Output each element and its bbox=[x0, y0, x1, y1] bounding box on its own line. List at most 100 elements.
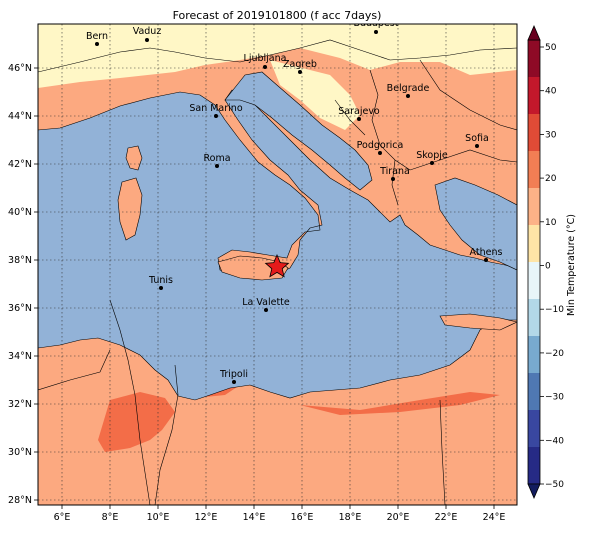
svg-text:Tirana: Tirana bbox=[379, 166, 410, 177]
svg-text:Podgorica: Podgorica bbox=[357, 140, 404, 151]
city-ljubljana: Ljubljana bbox=[244, 53, 287, 69]
colorbar-segments bbox=[528, 40, 540, 485]
y-tick-label: 30°N bbox=[8, 447, 32, 458]
colorbar-tick-label: 0 bbox=[545, 262, 551, 272]
x-tick-label: 10°E bbox=[147, 512, 170, 523]
colorbar-segment bbox=[528, 225, 540, 263]
city-zagreb: Zagreb bbox=[283, 59, 317, 74]
colorbar-tick-label: −50 bbox=[545, 480, 564, 490]
colorbar-segment bbox=[528, 77, 540, 115]
x-tick-label: 14°E bbox=[243, 512, 266, 523]
city-roma: Roma bbox=[203, 153, 231, 168]
svg-text:San Marino: San Marino bbox=[189, 103, 242, 114]
city-bern: Bern bbox=[86, 31, 108, 46]
map-title: Forecast of 2019101800 (f acc 7days) bbox=[173, 9, 382, 22]
map-frame bbox=[37, 23, 518, 506]
x-tick-label: 18°E bbox=[339, 512, 362, 523]
colorbar-tick-label: 50 bbox=[545, 43, 557, 53]
sea-mediterranean bbox=[38, 89, 517, 401]
x-tick-label: 22°E bbox=[435, 512, 458, 523]
colorbar-label: Min Temperature (°C) bbox=[566, 214, 577, 316]
colorbar-bottom-arrow bbox=[527, 483, 541, 500]
colorbar-segment bbox=[528, 410, 540, 448]
colorbar-segment bbox=[528, 373, 540, 411]
location-star-icon bbox=[264, 253, 290, 278]
colorbar-segment bbox=[528, 262, 540, 300]
colorbar-top-arrow bbox=[527, 24, 541, 41]
y-tick-label: 34°N bbox=[8, 351, 32, 362]
colorbar-tick-label: −30 bbox=[545, 393, 564, 403]
y-tick-label: 40°N bbox=[8, 207, 32, 218]
x-tick-label: 12°E bbox=[195, 512, 218, 523]
city-podgorica: Podgorica bbox=[357, 140, 404, 155]
colorbar-segment bbox=[528, 188, 540, 226]
map-area: Bern Vaduz Budapest Ljubljana Zagreb Bel… bbox=[38, 18, 517, 505]
city-skopje: Skopje bbox=[416, 150, 448, 165]
x-tick-label: 16°E bbox=[291, 512, 314, 523]
island-sardinia bbox=[117, 177, 143, 241]
svg-text:Sofia: Sofia bbox=[465, 133, 489, 144]
colorbar-tick-label: 40 bbox=[545, 87, 557, 97]
svg-text:Athens: Athens bbox=[470, 247, 503, 258]
colorbar-segment bbox=[528, 40, 540, 78]
colorbar: 50 40 30 20 10 0 −10 −20 −30 −40 −50 Min Temperatu… bbox=[527, 24, 577, 500]
svg-text:Vaduz: Vaduz bbox=[133, 26, 162, 37]
city-tirana: Tirana bbox=[379, 166, 410, 181]
svg-text:Ljubljana: Ljubljana bbox=[244, 53, 287, 64]
svg-text:Tripoli: Tripoli bbox=[219, 369, 248, 380]
y-tick-label: 42°N bbox=[8, 159, 32, 170]
city-athens: Athens bbox=[470, 247, 503, 262]
city-budapest: Budapest bbox=[354, 18, 399, 34]
svg-text:Sarajevo: Sarajevo bbox=[338, 106, 380, 117]
city-tunis: Tunis bbox=[148, 275, 173, 290]
sea-aegean bbox=[434, 177, 517, 271]
colorbar-segment bbox=[528, 336, 540, 374]
colorbar-segment bbox=[528, 151, 540, 189]
mild-zone-balkans bbox=[270, 60, 360, 130]
y-tick-label: 38°N bbox=[8, 255, 32, 266]
svg-text:Zagreb: Zagreb bbox=[283, 59, 317, 70]
svg-text:Skopje: Skopje bbox=[416, 150, 448, 161]
city-vaduz: Vaduz bbox=[133, 26, 162, 42]
y-tick-label: 46°N bbox=[8, 63, 32, 74]
y-tick-label: 32°N bbox=[8, 399, 32, 410]
city-sofia: Sofia bbox=[465, 133, 489, 148]
svg-text:La Valette: La Valette bbox=[242, 297, 290, 308]
colorbar-tick-label: −20 bbox=[545, 349, 564, 359]
island-crete bbox=[439, 313, 517, 331]
y-tick-label: 36°N bbox=[8, 303, 32, 314]
y-tick-label: 28°N bbox=[8, 495, 32, 506]
colorbar-segment bbox=[528, 114, 540, 152]
city-la-valette: La Valette bbox=[242, 297, 290, 312]
city-markers: Bern Vaduz Budapest Ljubljana Zagreb Bel… bbox=[86, 18, 503, 384]
sea-adriatic bbox=[224, 71, 373, 191]
colorbar-tick-label: 10 bbox=[545, 218, 557, 228]
graticule bbox=[38, 24, 517, 505]
colorbar-segment bbox=[528, 447, 540, 485]
svg-text:Budapest: Budapest bbox=[354, 18, 399, 29]
svg-text:Bern: Bern bbox=[86, 31, 108, 42]
svg-text:Tunis: Tunis bbox=[148, 275, 173, 286]
city-san-marino: San Marino bbox=[189, 103, 243, 118]
city-sarajevo: Sarajevo bbox=[338, 106, 380, 121]
hot-zone-libya bbox=[98, 392, 175, 452]
x-tick-label: 8°E bbox=[102, 512, 119, 523]
svg-text:Belgrade: Belgrade bbox=[387, 83, 430, 94]
colorbar-tick-label: 30 bbox=[545, 130, 557, 140]
y-axis: 46°N 44°N 42°N 40°N 38°N 36°N 34°N 32°N … bbox=[8, 63, 38, 506]
city-belgrade: Belgrade bbox=[387, 83, 430, 98]
colorbar-tick-label: 20 bbox=[545, 174, 557, 184]
y-tick-label: 44°N bbox=[8, 111, 32, 122]
x-tick-label: 24°E bbox=[483, 512, 506, 523]
x-tick-label: 6°E bbox=[54, 512, 71, 523]
city-tripoli: Tripoli bbox=[219, 369, 248, 384]
colorbar-tick-label: −40 bbox=[545, 436, 564, 446]
colorbar-tick-label: −10 bbox=[545, 305, 564, 315]
x-tick-label: 20°E bbox=[387, 512, 410, 523]
country-borders bbox=[38, 39, 517, 505]
colorbar-ticks: 50 40 30 20 10 0 −10 −20 −30 −40 −50 bbox=[540, 43, 564, 490]
svg-text:Roma: Roma bbox=[203, 153, 230, 164]
colorbar-segment bbox=[528, 299, 540, 337]
